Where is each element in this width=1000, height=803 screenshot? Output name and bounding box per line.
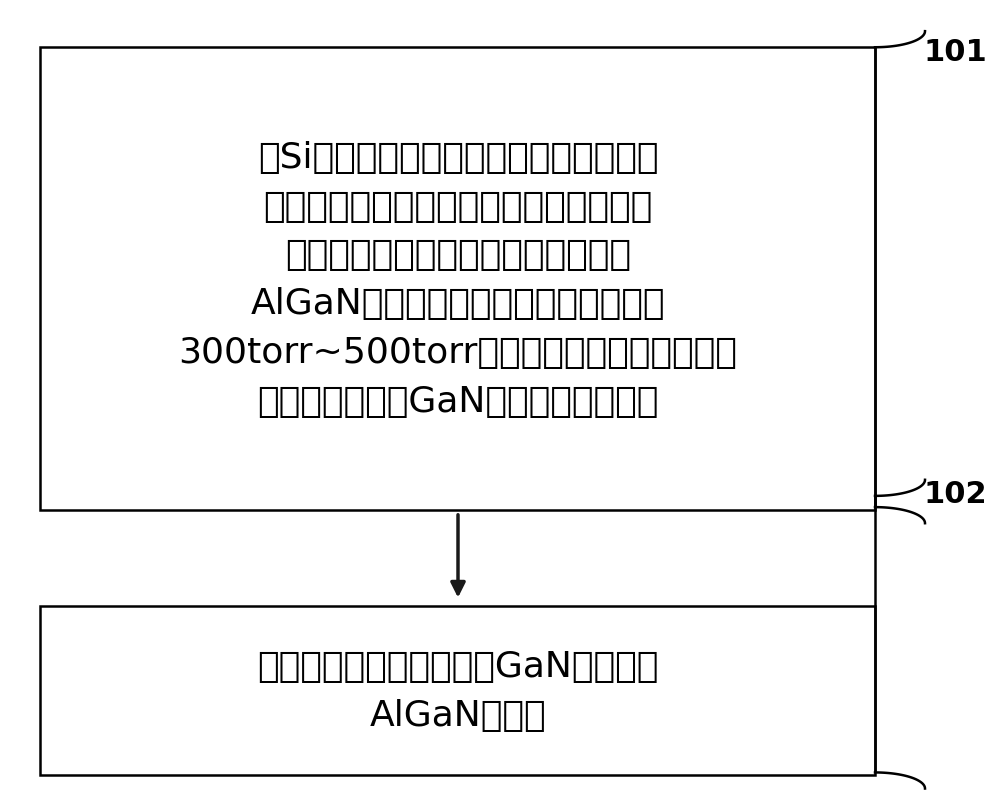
- Bar: [40, 606, 875, 775]
- Bar: [40, 48, 875, 510]
- Text: 102: 102: [923, 479, 987, 508]
- Text: 在漏电屏蔽层上依次生长GaN沟道层和
AlGaN势垒层: 在漏电屏蔽层上依次生长GaN沟道层和 AlGaN势垒层: [257, 649, 659, 732]
- Text: 101: 101: [923, 38, 987, 67]
- Text: 在Si衬底上生长漏电屏蔽层，漏电屏蔽层
包括至少一个周期结构，每个周期结构采
用如下三步形成：第一步，横向生长
AlGaN，形成二维结构层；第二步，在
300t: 在Si衬底上生长漏电屏蔽层，漏电屏蔽层 包括至少一个周期结构，每个周期结构采 用…: [179, 141, 737, 418]
